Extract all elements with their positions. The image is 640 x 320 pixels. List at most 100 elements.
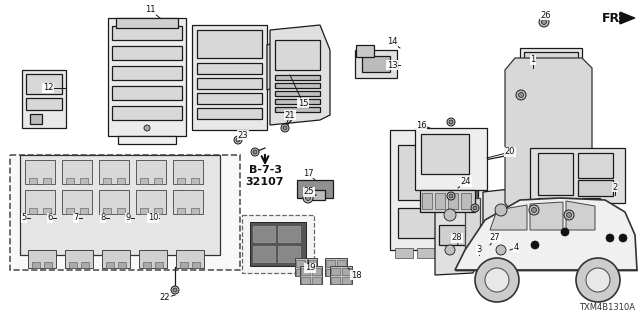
Bar [538, 198, 556, 210]
Text: 15: 15 [298, 99, 308, 108]
Polygon shape [505, 58, 592, 216]
Bar [448, 193, 458, 209]
Bar [542, 76, 558, 94]
Bar [191, 208, 199, 214]
Bar [390, 130, 485, 250]
Bar [307, 260, 316, 267]
Polygon shape [455, 270, 637, 280]
Bar [417, 248, 435, 258]
Polygon shape [490, 205, 527, 230]
Bar [44, 262, 52, 268]
Text: 6: 6 [47, 213, 52, 222]
Bar [112, 86, 182, 100]
Bar [80, 208, 88, 214]
Bar [136, 160, 166, 184]
Bar [154, 208, 162, 214]
Bar [177, 178, 185, 184]
Bar [421, 134, 469, 174]
Polygon shape [270, 25, 330, 125]
Bar [331, 268, 340, 275]
Text: 32107: 32107 [246, 177, 284, 187]
Bar [43, 178, 51, 184]
Bar [140, 208, 148, 214]
Circle shape [518, 92, 524, 98]
Bar [560, 76, 576, 94]
Bar [297, 180, 333, 198]
Polygon shape [483, 187, 531, 274]
Bar [65, 250, 93, 268]
Bar [197, 108, 262, 119]
Bar [301, 268, 310, 275]
Bar [192, 25, 267, 130]
Bar [112, 26, 182, 40]
Text: 25: 25 [304, 188, 314, 196]
Circle shape [516, 90, 526, 100]
Bar [173, 160, 203, 184]
Bar [192, 262, 200, 268]
Circle shape [234, 136, 242, 144]
Bar [578, 153, 613, 178]
Bar [112, 106, 182, 120]
Circle shape [447, 192, 455, 200]
Text: 24: 24 [461, 178, 471, 187]
Text: 16: 16 [416, 121, 426, 130]
Bar [177, 208, 185, 214]
Circle shape [449, 120, 453, 124]
Bar [275, 40, 320, 70]
Bar [356, 45, 374, 57]
Bar [461, 248, 479, 258]
Bar [191, 178, 199, 184]
Bar [29, 178, 37, 184]
Bar [118, 136, 176, 144]
Circle shape [495, 204, 507, 216]
Text: 2: 2 [612, 182, 618, 191]
Bar [420, 190, 475, 212]
Text: 27: 27 [490, 234, 500, 243]
Circle shape [619, 234, 627, 242]
Bar [103, 208, 111, 214]
Bar [538, 153, 573, 195]
Circle shape [445, 245, 455, 255]
Bar [465, 198, 480, 253]
Bar [326, 269, 335, 276]
Polygon shape [435, 187, 477, 275]
Text: 20: 20 [505, 148, 515, 156]
Bar [69, 262, 77, 268]
Text: 14: 14 [387, 37, 397, 46]
Bar [326, 260, 335, 267]
Circle shape [173, 288, 177, 292]
Bar [139, 250, 167, 268]
Circle shape [576, 258, 620, 302]
Text: 21: 21 [285, 110, 295, 119]
Text: 3: 3 [476, 245, 482, 254]
Circle shape [171, 286, 179, 294]
Bar [488, 222, 523, 244]
Bar [197, 63, 262, 74]
Circle shape [529, 205, 539, 215]
Bar [275, 83, 320, 88]
Bar [197, 93, 262, 104]
Bar [154, 178, 162, 184]
Polygon shape [566, 201, 595, 230]
Bar [108, 18, 186, 136]
Polygon shape [620, 12, 635, 24]
Bar [116, 18, 178, 28]
Text: TXM4B1310A: TXM4B1310A [579, 303, 635, 312]
Bar [112, 66, 182, 80]
Circle shape [444, 209, 456, 221]
Text: 9: 9 [125, 213, 131, 222]
Text: 10: 10 [148, 213, 158, 222]
Circle shape [447, 118, 455, 126]
Bar [176, 250, 204, 268]
Polygon shape [298, 184, 332, 196]
Text: 23: 23 [237, 131, 248, 140]
Bar [80, 178, 88, 184]
Bar [106, 262, 114, 268]
Text: 5: 5 [21, 213, 27, 222]
Bar [32, 262, 40, 268]
Bar [136, 190, 166, 214]
Bar [102, 250, 130, 268]
Text: B-7-3: B-7-3 [248, 165, 282, 175]
Bar [422, 193, 432, 209]
Polygon shape [455, 198, 637, 270]
